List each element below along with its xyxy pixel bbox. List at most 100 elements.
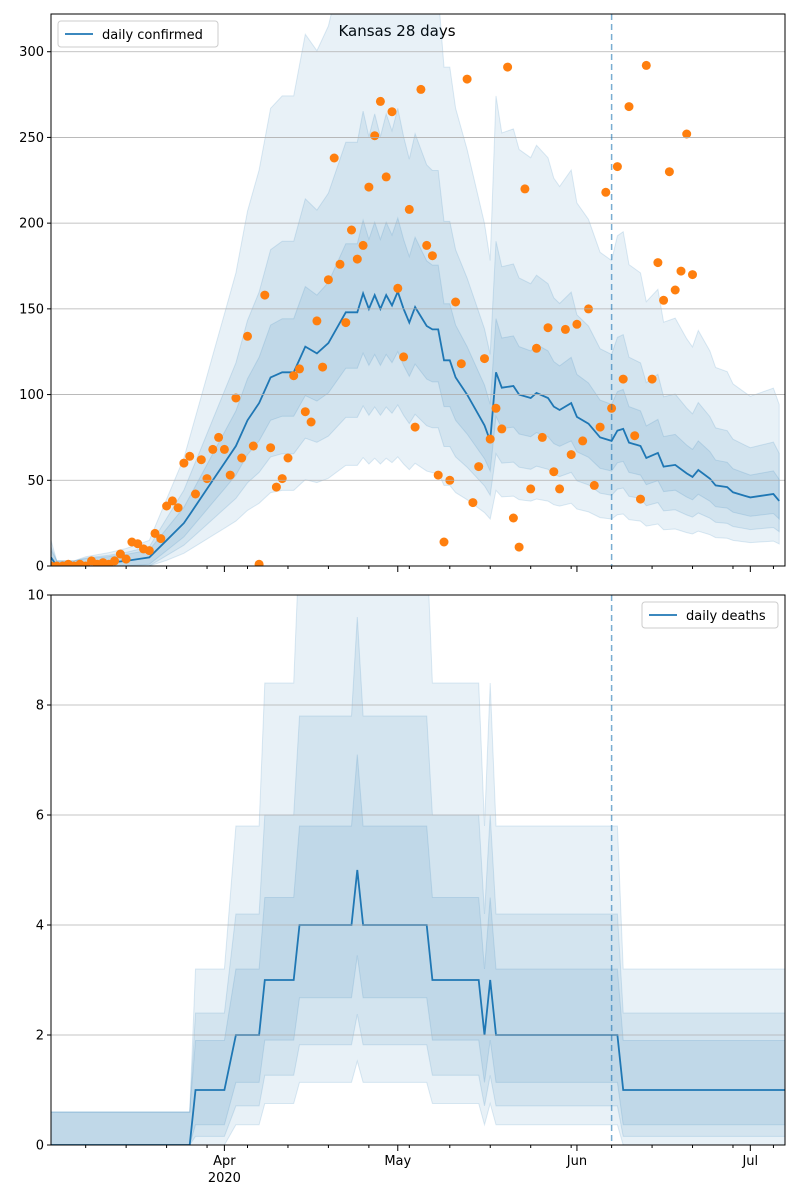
data-point (404, 204, 414, 214)
data-point (422, 240, 432, 250)
plot-area (51, 595, 785, 1145)
series-line (51, 289, 780, 566)
data-point (670, 285, 680, 295)
y-tick-label: 250 (19, 131, 44, 146)
legend-box (641, 601, 779, 629)
data-point (653, 258, 663, 268)
y-tick-label: 50 (27, 474, 44, 489)
data-point (347, 225, 356, 235)
data-point (480, 354, 489, 364)
data-point (243, 331, 252, 341)
y-tick-label: 10 (27, 589, 44, 604)
uncertainty-band (51, 216, 780, 566)
data-point (323, 275, 333, 285)
y-tick-label: 6 (36, 809, 44, 824)
data-point (375, 96, 385, 106)
data-point (237, 453, 247, 463)
x-tick-label: Apr (213, 1154, 236, 1169)
legend: daily confirmed (57, 20, 219, 48)
data-point (289, 371, 299, 381)
data-point (537, 432, 547, 442)
data-point (225, 470, 235, 480)
plot-area (51, 14, 780, 566)
y-tick-label: 150 (19, 302, 44, 317)
data-point (214, 432, 224, 442)
data-point (254, 559, 264, 566)
data-point (526, 484, 536, 494)
data-point (196, 455, 206, 465)
data-point (231, 393, 241, 403)
data-point (329, 153, 339, 163)
data-point (468, 498, 478, 508)
data-point (179, 458, 189, 468)
data-point (462, 74, 472, 84)
x-tick-label: Jun (566, 1154, 587, 1169)
y-tick-label: 0 (36, 1139, 44, 1154)
data-point (555, 484, 565, 494)
data-point (416, 84, 426, 94)
data-point (260, 290, 270, 300)
data-point (341, 318, 351, 328)
data-point (318, 362, 328, 372)
data-point (520, 184, 530, 194)
data-point (641, 60, 651, 70)
data-point (589, 480, 599, 490)
y-tick-label: 8 (36, 699, 44, 714)
data-point (427, 251, 437, 261)
data-point (508, 513, 518, 523)
data-point (485, 434, 495, 444)
data-point (121, 554, 131, 564)
data-point (283, 453, 293, 463)
data-point (387, 107, 397, 117)
data-point (185, 451, 195, 461)
data-point (133, 539, 143, 549)
data-point (601, 187, 611, 197)
x-tick-sublabel: 2020 (208, 1171, 241, 1186)
data-point (266, 443, 276, 453)
data-point (572, 319, 582, 329)
data-point (514, 542, 524, 552)
data-point (664, 167, 674, 177)
data-point (399, 352, 409, 362)
data-point (624, 102, 634, 112)
uncertainty-band (51, 595, 785, 1145)
data-point (167, 496, 177, 506)
y-tick-label: 0 (36, 560, 44, 575)
data-point (456, 359, 466, 369)
data-point (219, 444, 229, 454)
y-tick-label: 100 (19, 388, 44, 403)
data-point (295, 364, 304, 374)
y-tick-label: 4 (36, 919, 44, 934)
legend-box (57, 20, 219, 48)
data-point (144, 546, 154, 556)
data-point (358, 240, 368, 250)
x-tick-label: Jul (741, 1154, 758, 1169)
uncertainty-band (51, 754, 785, 1145)
data-point (156, 534, 166, 544)
data-point (532, 343, 541, 353)
data-point (503, 62, 513, 72)
data-point (202, 474, 212, 484)
deaths-panel: 0 2 4 6 8 10 daily deaths (27, 589, 786, 1154)
data-point (491, 403, 501, 413)
data-point (566, 450, 576, 460)
y-tick-label: 200 (19, 217, 44, 232)
data-point (300, 407, 310, 417)
data-point (306, 417, 316, 427)
data-point (636, 494, 645, 504)
data-point (549, 467, 559, 477)
data-point (618, 374, 628, 384)
data-point (682, 129, 692, 139)
data-point (688, 270, 697, 280)
data-point (191, 489, 200, 499)
plot-frame (50, 13, 786, 567)
data-point (312, 316, 322, 326)
data-point (647, 374, 657, 384)
y-tick-label: 2 (36, 1029, 44, 1044)
data-point (162, 501, 172, 511)
data-point (659, 295, 669, 305)
plot-frame (50, 594, 786, 1146)
y-tick-label: 300 (19, 45, 44, 60)
legend-label: daily deaths (686, 609, 766, 624)
